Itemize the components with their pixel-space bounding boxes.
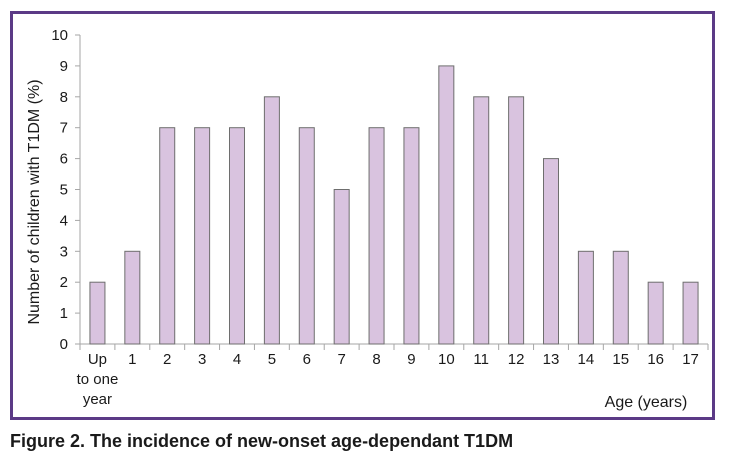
bar-10 bbox=[438, 65, 455, 345]
figure-caption: Figure 2. The incidence of new-onset age… bbox=[10, 431, 514, 451]
bars bbox=[89, 65, 699, 345]
bar-12 bbox=[508, 96, 525, 345]
y-axis-title: Number of children with T1DM (%) bbox=[26, 79, 43, 324]
bar-5 bbox=[263, 96, 280, 345]
x-tick-label: 12 bbox=[508, 351, 525, 368]
bar-16 bbox=[647, 281, 664, 345]
x-tick-label: 3 bbox=[198, 351, 206, 368]
bar-4 bbox=[229, 127, 245, 345]
y-tick-label: 8 bbox=[60, 89, 68, 106]
y-tick-label: 7 bbox=[60, 120, 68, 137]
bar-11 bbox=[473, 96, 490, 345]
y-tick-label: 9 bbox=[60, 58, 68, 75]
y-axis: 0 1 2 3 4 5 6 7 8 9 10 bbox=[51, 27, 81, 353]
bar-14 bbox=[577, 250, 594, 345]
y-tick-label: 10 bbox=[51, 27, 68, 44]
bar-17 bbox=[682, 281, 699, 345]
x-tick-label: 14 bbox=[578, 351, 595, 368]
x-tick-label: 17 bbox=[682, 351, 699, 368]
x-tick-label: 8 bbox=[372, 351, 380, 368]
x-tick-label: 10 bbox=[438, 351, 455, 368]
x-tick-label: 16 bbox=[647, 351, 664, 368]
x-tick-label: 15 bbox=[612, 351, 629, 368]
bar-8 bbox=[368, 127, 385, 345]
x-tick-label: 1 bbox=[128, 351, 136, 368]
y-tick-label: 1 bbox=[60, 305, 68, 322]
bar-15 bbox=[612, 250, 629, 345]
bar-up-to-one-year bbox=[89, 281, 106, 345]
bar-1 bbox=[124, 250, 141, 345]
x-tick-label: 6 bbox=[303, 351, 311, 368]
bar-9 bbox=[403, 127, 420, 345]
bar-13 bbox=[543, 158, 559, 345]
x-tick-label: Up to one year bbox=[77, 351, 119, 408]
x-axis-title: Age (years) bbox=[605, 394, 688, 411]
x-tick-label: 2 bbox=[163, 351, 171, 368]
bar-2 bbox=[159, 127, 176, 345]
y-tick-label: 4 bbox=[60, 212, 68, 229]
y-tick-label: 0 bbox=[60, 336, 68, 353]
x-tick-label: 5 bbox=[268, 351, 276, 368]
bar-3 bbox=[194, 127, 211, 345]
y-tick-label: 3 bbox=[60, 243, 68, 260]
x-tick-label: 4 bbox=[233, 351, 241, 368]
y-tick-label: 2 bbox=[60, 274, 68, 291]
bar-6 bbox=[298, 127, 315, 345]
x-tick-label: 13 bbox=[543, 351, 560, 368]
x-tick-label: 7 bbox=[337, 351, 345, 368]
x-tick-label: 11 bbox=[473, 351, 489, 368]
y-tick-label: 5 bbox=[60, 182, 68, 199]
bar-7 bbox=[333, 189, 350, 345]
y-tick-label: 6 bbox=[60, 151, 68, 168]
chart-frame: 0 1 2 3 4 5 6 7 8 9 10 Up to one year 1 2 3 4 5 6 7 8 9 10 11 12… bbox=[10, 11, 715, 420]
x-tick-label: 9 bbox=[407, 351, 415, 368]
